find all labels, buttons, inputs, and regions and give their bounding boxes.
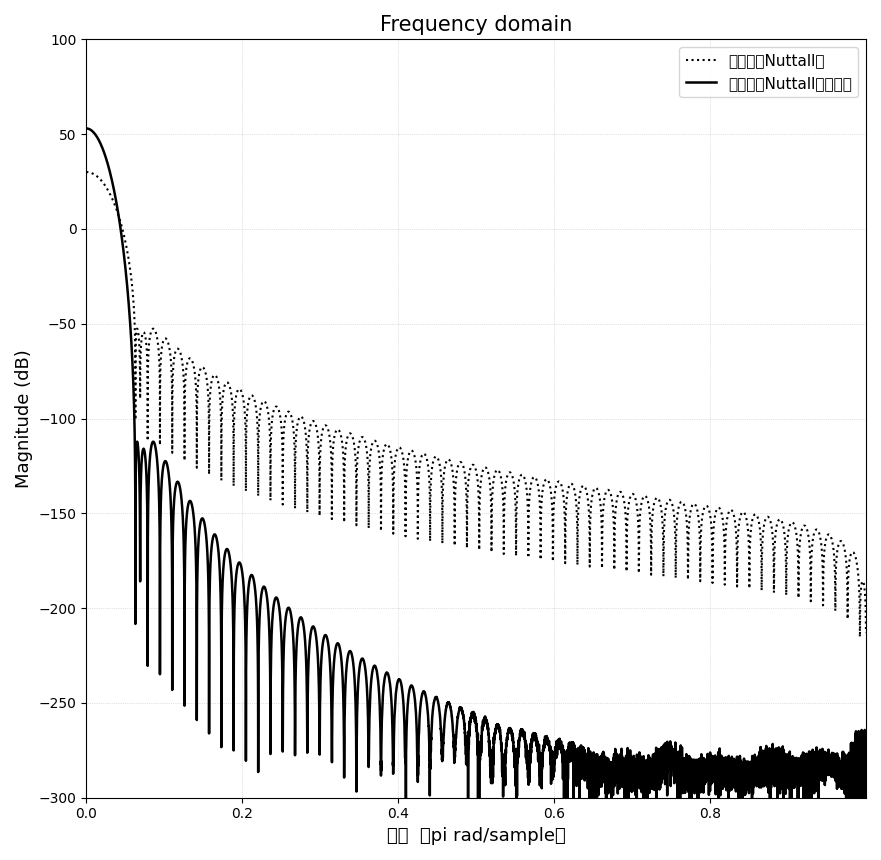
- Title: Frequency domain: Frequency domain: [380, 15, 573, 35]
- Y-axis label: Magnitude (dB): Magnitude (dB): [15, 349, 33, 488]
- 四项三阶Nuttall窗: [81, 167, 92, 177]
- 四项三阶Nuttall自卷积窗: [315, 691, 325, 701]
- 四项三阶Nuttall自卷积窗: [644, 753, 655, 764]
- 四项三阶Nuttall自卷积窗: [861, 737, 871, 747]
- 四项三阶Nuttall窗: [644, 504, 655, 514]
- X-axis label: 频域  （pi rad/sample）: 频域 （pi rad/sample）: [387, 827, 566, 845]
- 四项三阶Nuttall自卷积窗: [496, 734, 507, 744]
- 四项三阶Nuttall窗: [496, 472, 507, 482]
- 四项三阶Nuttall窗: [855, 631, 865, 642]
- 四项三阶Nuttall窗: [315, 451, 325, 461]
- 四项三阶Nuttall自卷积窗: [81, 123, 92, 133]
- Line: 四项三阶Nuttall窗: 四项三阶Nuttall窗: [86, 172, 866, 636]
- 四项三阶Nuttall窗: [405, 445, 416, 456]
- 四项三阶Nuttall窗: [747, 515, 758, 525]
- Legend: 四项三阶Nuttall窗, 四项三阶Nuttall自卷积窗: 四项三阶Nuttall窗, 四项三阶Nuttall自卷积窗: [679, 47, 858, 97]
- 四项三阶Nuttall自卷积窗: [405, 681, 416, 691]
- 四项三阶Nuttall自卷积窗: [399, 711, 410, 722]
- 四项三阶Nuttall窗: [399, 461, 410, 471]
- Line: 四项三阶Nuttall自卷积窗: 四项三阶Nuttall自卷积窗: [86, 128, 866, 860]
- 四项三阶Nuttall窗: [861, 628, 871, 638]
- 四项三阶Nuttall自卷积窗: [747, 751, 758, 761]
